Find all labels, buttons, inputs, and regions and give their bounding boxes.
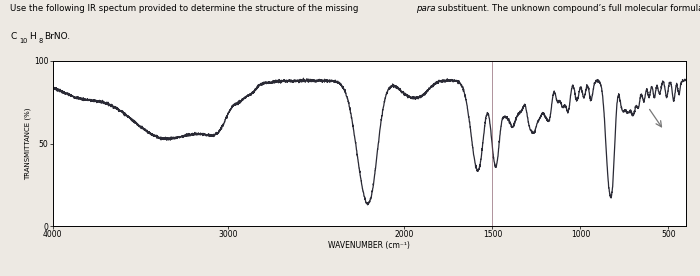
Text: BrNO.: BrNO. bbox=[44, 32, 70, 41]
Text: substituent. The unknown compound’s full molecular formula is: substituent. The unknown compound’s full… bbox=[435, 4, 700, 13]
Text: H: H bbox=[29, 32, 36, 41]
X-axis label: WAVENUMBER (cm⁻¹): WAVENUMBER (cm⁻¹) bbox=[328, 241, 410, 250]
Text: para: para bbox=[416, 4, 436, 13]
Text: Use the following IR spectum provided to determine the structure of the missing: Use the following IR spectum provided to… bbox=[10, 4, 362, 13]
Y-axis label: TRANSMITTANCE (%): TRANSMITTANCE (%) bbox=[25, 107, 31, 180]
Text: C: C bbox=[10, 32, 17, 41]
Text: 10: 10 bbox=[20, 38, 28, 44]
Text: 8: 8 bbox=[38, 38, 43, 44]
